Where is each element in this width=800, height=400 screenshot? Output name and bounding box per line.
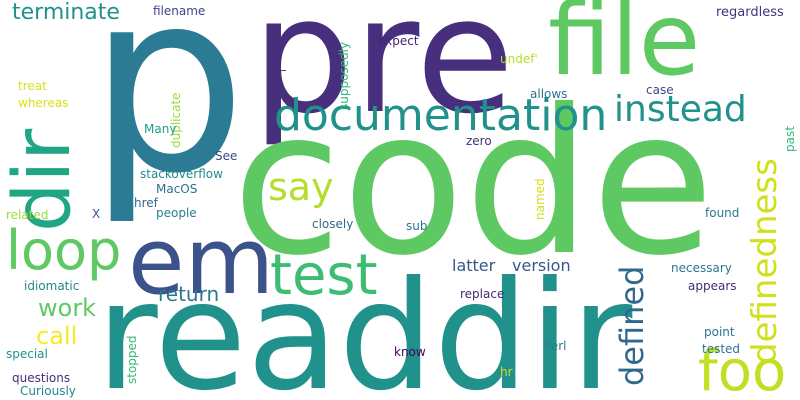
word-p: p bbox=[88, 0, 247, 228]
word-idiomatic: idiomatic bbox=[24, 279, 80, 293]
word-found: found bbox=[705, 206, 740, 220]
word-supposedly: supposedly bbox=[337, 41, 351, 110]
word-href: href bbox=[134, 196, 158, 210]
word-filename: filename bbox=[153, 4, 206, 18]
word-stopped: stopped bbox=[125, 335, 139, 384]
word-whereas: whereas bbox=[18, 96, 69, 110]
word-zero: zero bbox=[466, 134, 492, 148]
word-em: em bbox=[128, 208, 275, 315]
word-point: point bbox=[704, 325, 735, 339]
word-documentation: documentation bbox=[274, 90, 608, 141]
word-people: people bbox=[156, 206, 197, 220]
word-x: X bbox=[92, 207, 101, 221]
word-closely: closely bbox=[312, 217, 354, 231]
word-necessary: necessary bbox=[671, 261, 732, 275]
word-tested: tested bbox=[702, 342, 741, 356]
word-code: code bbox=[232, 67, 715, 300]
word-loop: loop bbox=[6, 219, 122, 282]
word-terminate: terminate bbox=[12, 0, 120, 25]
word-test: test bbox=[270, 243, 378, 308]
word-readdir: readdir bbox=[96, 250, 633, 400]
word-undef: undef' bbox=[500, 52, 538, 66]
word-allows: allows bbox=[530, 87, 568, 101]
word-know: know bbox=[394, 345, 426, 359]
word-case: case bbox=[646, 83, 674, 97]
word-foo: foo bbox=[698, 339, 787, 400]
word-call: call bbox=[36, 322, 78, 350]
word-named: named bbox=[533, 178, 547, 220]
word-file: file bbox=[548, 0, 701, 98]
word-pre: pre bbox=[252, 0, 515, 149]
word-latter: latter bbox=[452, 256, 496, 275]
word-defined: defined bbox=[613, 265, 651, 386]
word-treat: treat bbox=[18, 79, 47, 93]
word-replace: replace bbox=[460, 287, 505, 301]
word-: _ bbox=[280, 57, 286, 71]
word-regardless: regardless bbox=[716, 5, 784, 20]
word-expect: expect bbox=[378, 34, 419, 48]
word-duplicate: duplicate bbox=[169, 92, 183, 148]
word-macos: MacOS bbox=[156, 182, 198, 196]
word-appears: appears bbox=[688, 279, 737, 293]
word-past: past bbox=[783, 126, 797, 152]
word-special: special bbox=[6, 347, 48, 361]
word-related: related bbox=[6, 208, 49, 222]
word-version: version bbox=[512, 256, 571, 275]
word-definedness: definedness bbox=[745, 158, 785, 364]
word-stackoverflow: stackoverflow bbox=[140, 167, 223, 181]
word-perl: Perl bbox=[544, 339, 567, 353]
word-instead: instead bbox=[614, 89, 747, 130]
word-work: work bbox=[38, 294, 97, 322]
word-say: say bbox=[268, 165, 334, 209]
word-curiously: Curiously bbox=[20, 384, 76, 398]
word-many: Many bbox=[144, 122, 177, 136]
word-see: See bbox=[215, 149, 238, 163]
word-return: return bbox=[158, 282, 220, 306]
word-hr: hr bbox=[500, 365, 513, 379]
word-questions: questions bbox=[12, 371, 71, 385]
word-sub: sub bbox=[406, 219, 428, 233]
